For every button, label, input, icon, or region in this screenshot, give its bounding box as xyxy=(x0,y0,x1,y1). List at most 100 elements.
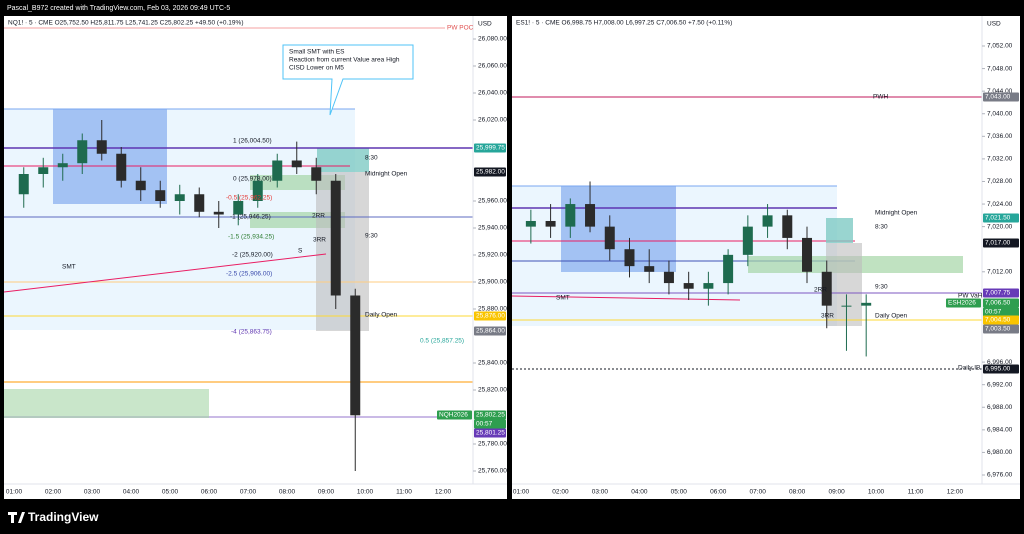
annotation: 9:30 xyxy=(365,233,378,240)
candle-body xyxy=(135,180,146,191)
annotation: -4 (25,863.75) xyxy=(231,329,272,336)
price-tag-label: 7,006.50 xyxy=(985,300,1011,307)
candle-body xyxy=(723,254,734,284)
time-label: 12:00 xyxy=(435,489,452,496)
symbol-line: ES1! · 5 · CME O6,998.75 H7,008.00 L6,99… xyxy=(516,20,732,27)
price-tick-label: 6,992.00 xyxy=(987,381,1013,388)
candle-body xyxy=(194,194,205,212)
candle-body xyxy=(565,204,576,227)
annotation: Midnight Open xyxy=(365,171,408,178)
candle-body xyxy=(802,237,813,272)
price-tick-label: 26,020.00 xyxy=(478,117,507,124)
price-tick-label: 26,080.00 xyxy=(478,36,507,43)
annotation: -1.5 (25,934.25) xyxy=(228,234,274,241)
price-tag xyxy=(983,238,1019,248)
zone xyxy=(826,218,853,243)
annotation: 3RR xyxy=(821,313,834,320)
price-tick-label: 7,044.00 xyxy=(987,88,1013,95)
symbol-line: NQ1! · 5 · CME O25,752.50 H25,811.75 L25… xyxy=(8,20,243,27)
price-tick-label: 6,984.00 xyxy=(987,427,1013,434)
candle-body xyxy=(350,295,361,416)
time-label: 03:00 xyxy=(592,489,609,496)
price-tag xyxy=(474,311,506,321)
price-tag-label: 7,017.00 xyxy=(985,240,1011,247)
price-tag xyxy=(983,324,1019,334)
credit: Pascal_B972 created with TradingView.com… xyxy=(7,5,230,12)
time-label: 10:00 xyxy=(357,489,374,496)
annotation: 3RR xyxy=(313,237,326,244)
price-tick-label: 26,040.00 xyxy=(478,90,507,97)
time-label: 11:00 xyxy=(396,489,412,496)
price-tick-label: 6,988.00 xyxy=(987,404,1013,411)
candle-body xyxy=(821,271,832,306)
candle-body xyxy=(861,302,872,306)
candle-body xyxy=(252,180,263,201)
annotation: 2RR xyxy=(814,287,827,294)
price-tag-label: 00:57 xyxy=(985,309,1002,316)
annotation: Daily Open xyxy=(875,313,908,320)
candle-body xyxy=(703,283,714,289)
price-tick-label: 7,028.00 xyxy=(987,178,1013,185)
price-tick-label: 7,020.00 xyxy=(987,223,1013,230)
price-tag xyxy=(946,298,981,308)
logo xyxy=(8,512,25,523)
price-tick-label: 7,040.00 xyxy=(987,110,1013,117)
time-label: 12:00 xyxy=(947,489,964,496)
candle-body xyxy=(525,220,536,227)
price-tag-label: 7,021.50 xyxy=(985,215,1011,222)
annotation: 0 (25,978.00) xyxy=(233,176,272,183)
time-label: 09:00 xyxy=(318,489,335,496)
price-tag-label: 7,007.75 xyxy=(985,290,1011,297)
price-tick-label: 25,760.00 xyxy=(478,468,507,475)
brand: TradingView xyxy=(28,510,99,524)
candle-body xyxy=(644,266,655,272)
candle-body xyxy=(604,226,615,250)
price-tick-label: 7,052.00 xyxy=(987,43,1013,50)
candle-body xyxy=(624,249,635,267)
candle-body xyxy=(272,160,283,181)
price-tick-label: 25,880.00 xyxy=(478,306,507,313)
price-tag xyxy=(474,167,506,177)
price-tag xyxy=(983,92,1019,102)
annotation: SMT xyxy=(556,295,570,302)
annotation: 0.5 (25,857.25) xyxy=(420,338,464,345)
time-label: 04:00 xyxy=(123,489,140,496)
annotation: Daily IB xyxy=(958,365,980,372)
time-label: 03:00 xyxy=(84,489,101,496)
time-label: 01:00 xyxy=(513,489,530,496)
price-tag xyxy=(983,213,1019,223)
annotation: 2RR xyxy=(312,213,325,220)
price-tick-label: 7,012.00 xyxy=(987,269,1013,276)
time-label: 11:00 xyxy=(908,489,924,496)
annotation: -0.5 (25,962.25) xyxy=(226,195,272,202)
candle-body xyxy=(291,160,302,168)
candle-body xyxy=(96,140,107,154)
annotation: PW VaH xyxy=(958,293,983,300)
price-tag-label: 7,043.00 xyxy=(985,94,1011,101)
price-tag xyxy=(983,307,1019,317)
candle-body xyxy=(77,140,88,164)
price-tag-label: ESH2026 xyxy=(948,300,976,307)
candle-body xyxy=(155,190,166,201)
time-label: 02:00 xyxy=(45,489,62,496)
annotation: 8:30 xyxy=(365,155,378,162)
price-tick-label: 25,960.00 xyxy=(478,198,507,205)
time-label: 08:00 xyxy=(789,489,806,496)
annotation: SMT xyxy=(62,264,76,271)
time-label: 02:00 xyxy=(552,489,569,496)
price-tag xyxy=(983,364,1019,374)
price-tag xyxy=(437,410,472,420)
candle-body xyxy=(782,215,793,238)
annotation: Daily Open xyxy=(365,312,398,319)
price-tag-label: 25,802.25 xyxy=(476,412,505,419)
price-tag-label: 25,876.00 xyxy=(476,313,505,320)
candle-body xyxy=(174,194,185,201)
price-tick-label: 26,060.00 xyxy=(478,63,507,70)
time-label: 09:00 xyxy=(828,489,845,496)
annotation: PW POC xyxy=(447,25,474,32)
candle-body xyxy=(57,163,68,168)
annotation: Reaction from current Value area High xyxy=(289,57,400,64)
price-tag xyxy=(474,419,506,429)
price-tag xyxy=(474,143,506,153)
